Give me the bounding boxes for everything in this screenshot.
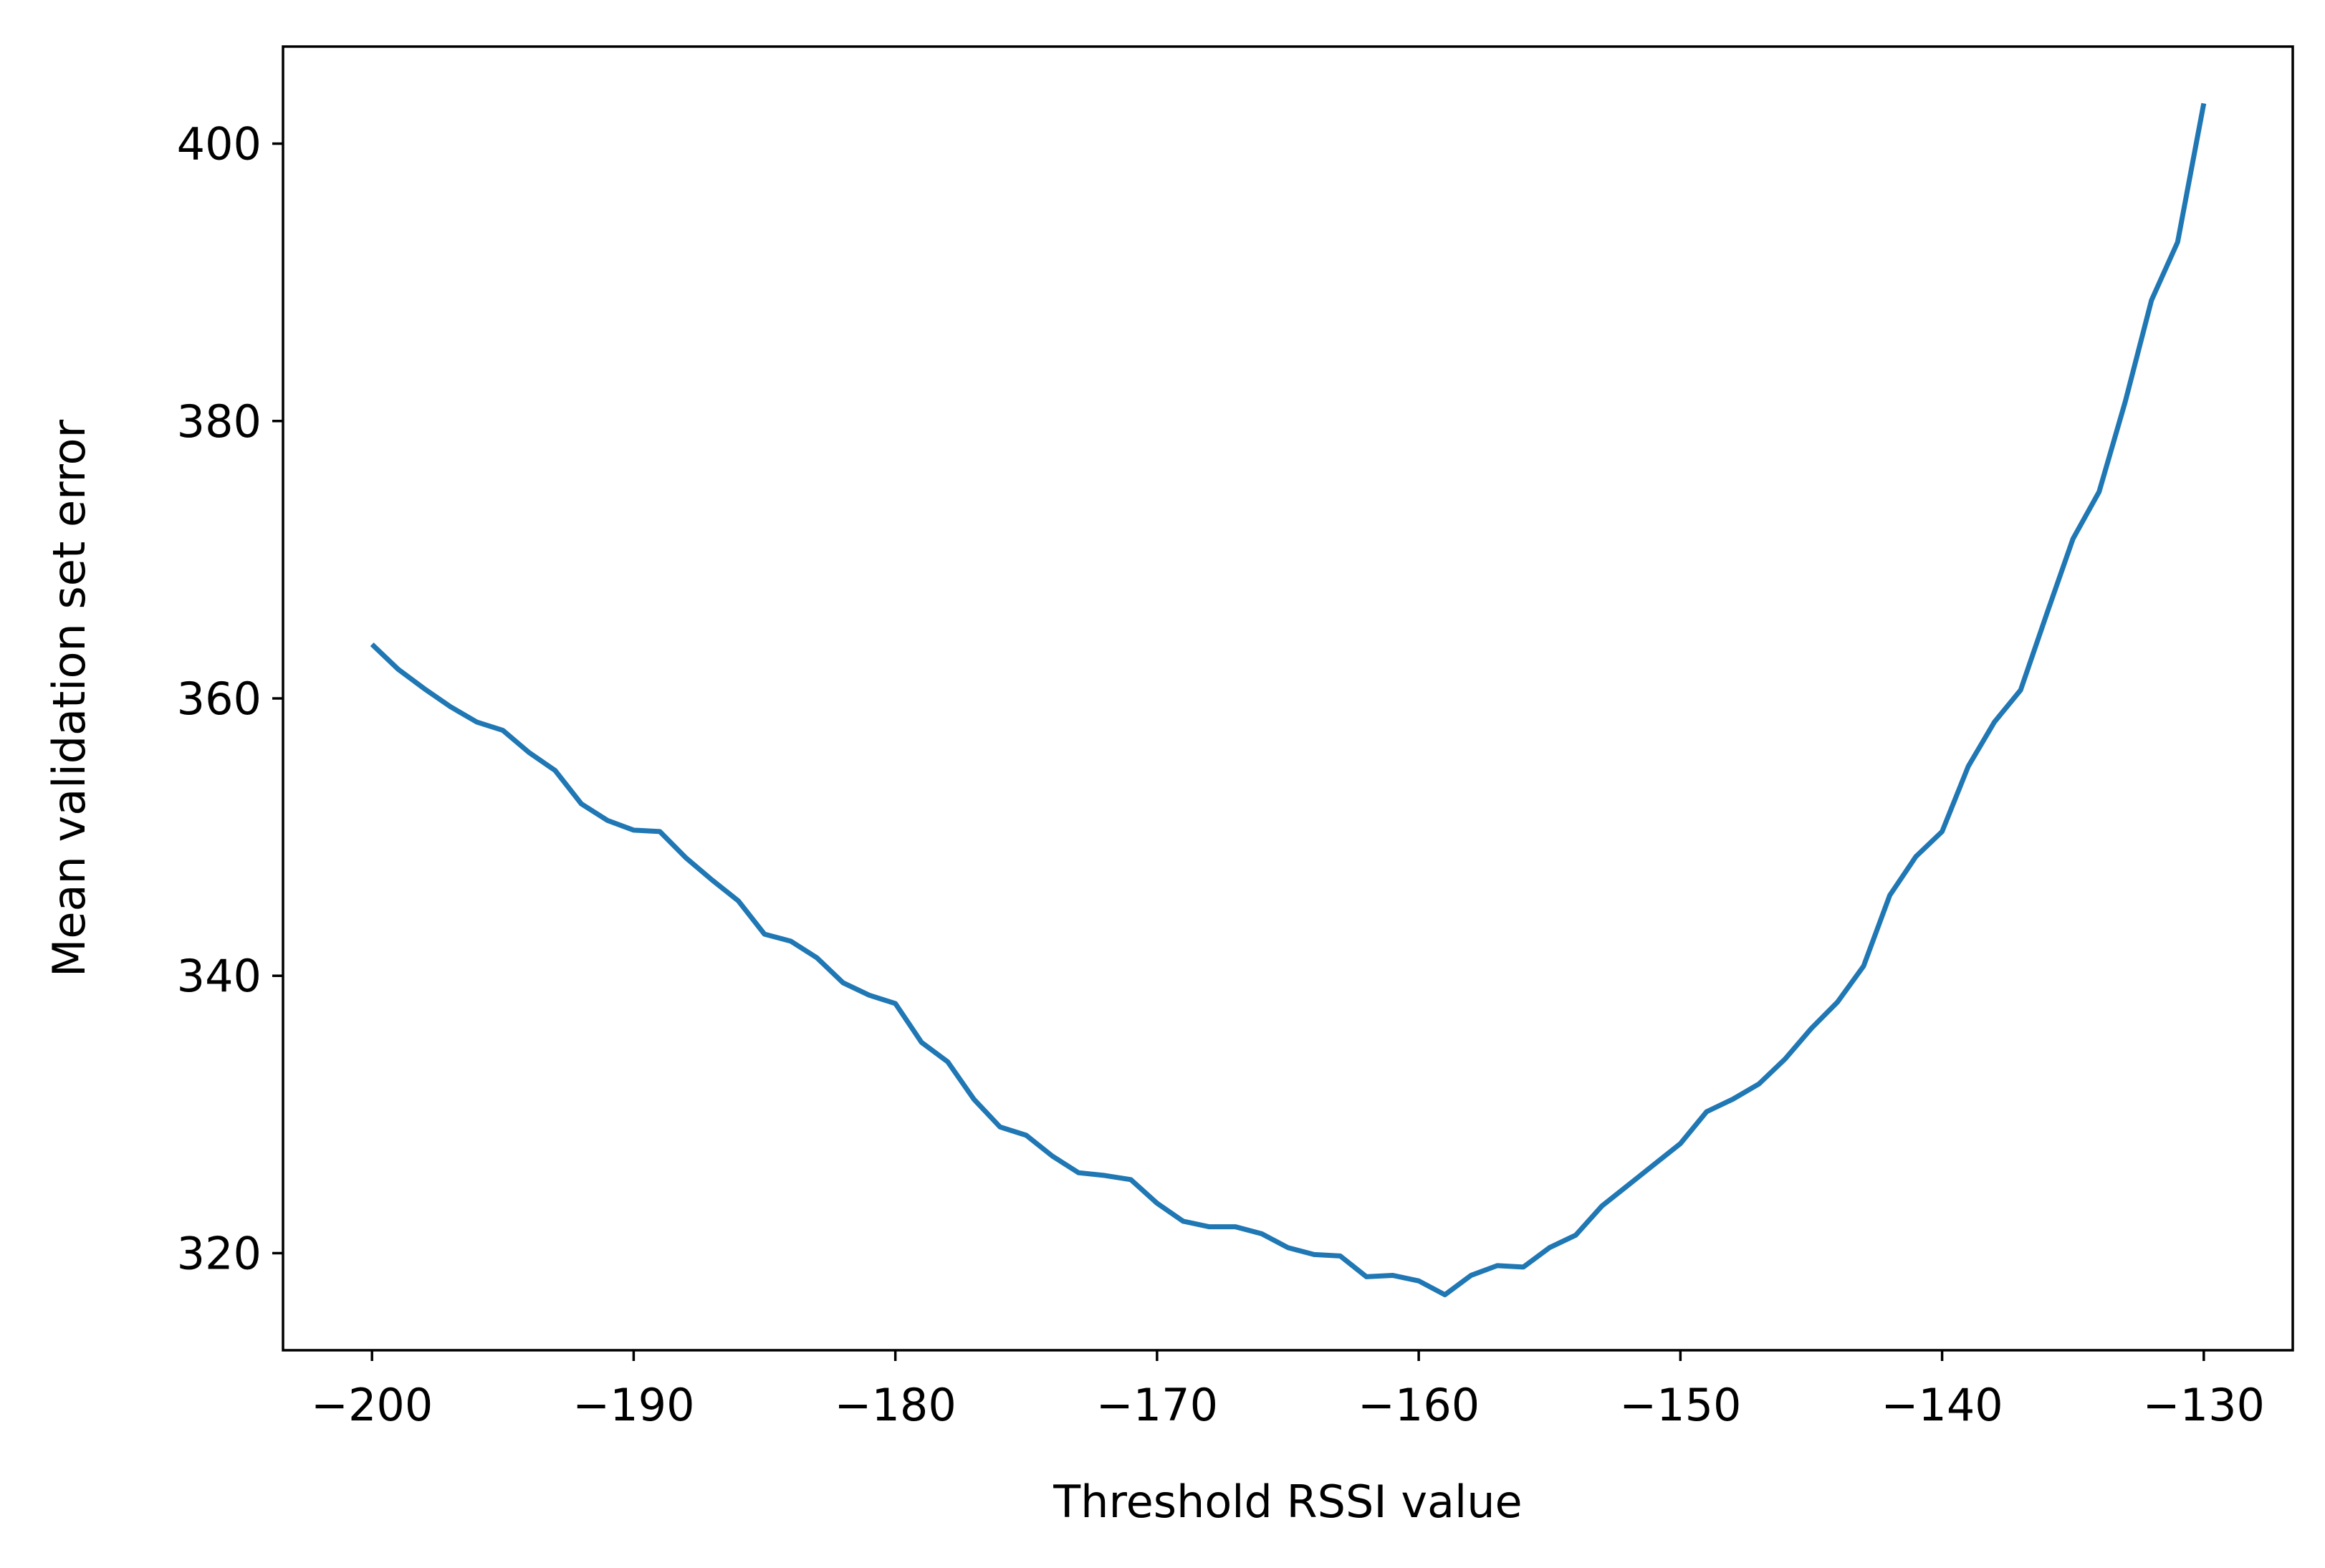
y-tick-label: 320: [177, 1227, 262, 1279]
y-axis: 320 340 360 380 400: [177, 118, 283, 1279]
y-tick-label: 360: [177, 673, 262, 725]
x-tick-label: −200: [311, 1379, 433, 1431]
x-tick-label: −170: [1096, 1379, 1218, 1431]
x-tick-label: −160: [1358, 1379, 1480, 1431]
y-tick-label: 340: [177, 950, 262, 1002]
x-axis-title: Threshold RSSI value: [1053, 1476, 1522, 1528]
x-tick-label: −190: [572, 1379, 694, 1431]
x-tick-label: −180: [835, 1379, 957, 1431]
y-tick-label: 400: [177, 118, 262, 170]
y-axis-title: Mean validation set error: [43, 419, 95, 977]
y-tick-label: 380: [177, 395, 262, 448]
x-tick-label: −140: [1881, 1379, 2003, 1431]
x-tick-label: −150: [1619, 1379, 1741, 1431]
x-axis: −200 −190 −180 −170 −160 −150 −140 −130: [311, 1350, 2265, 1431]
series-layer: [370, 102, 2207, 1298]
x-tick-label: −130: [2143, 1379, 2265, 1431]
